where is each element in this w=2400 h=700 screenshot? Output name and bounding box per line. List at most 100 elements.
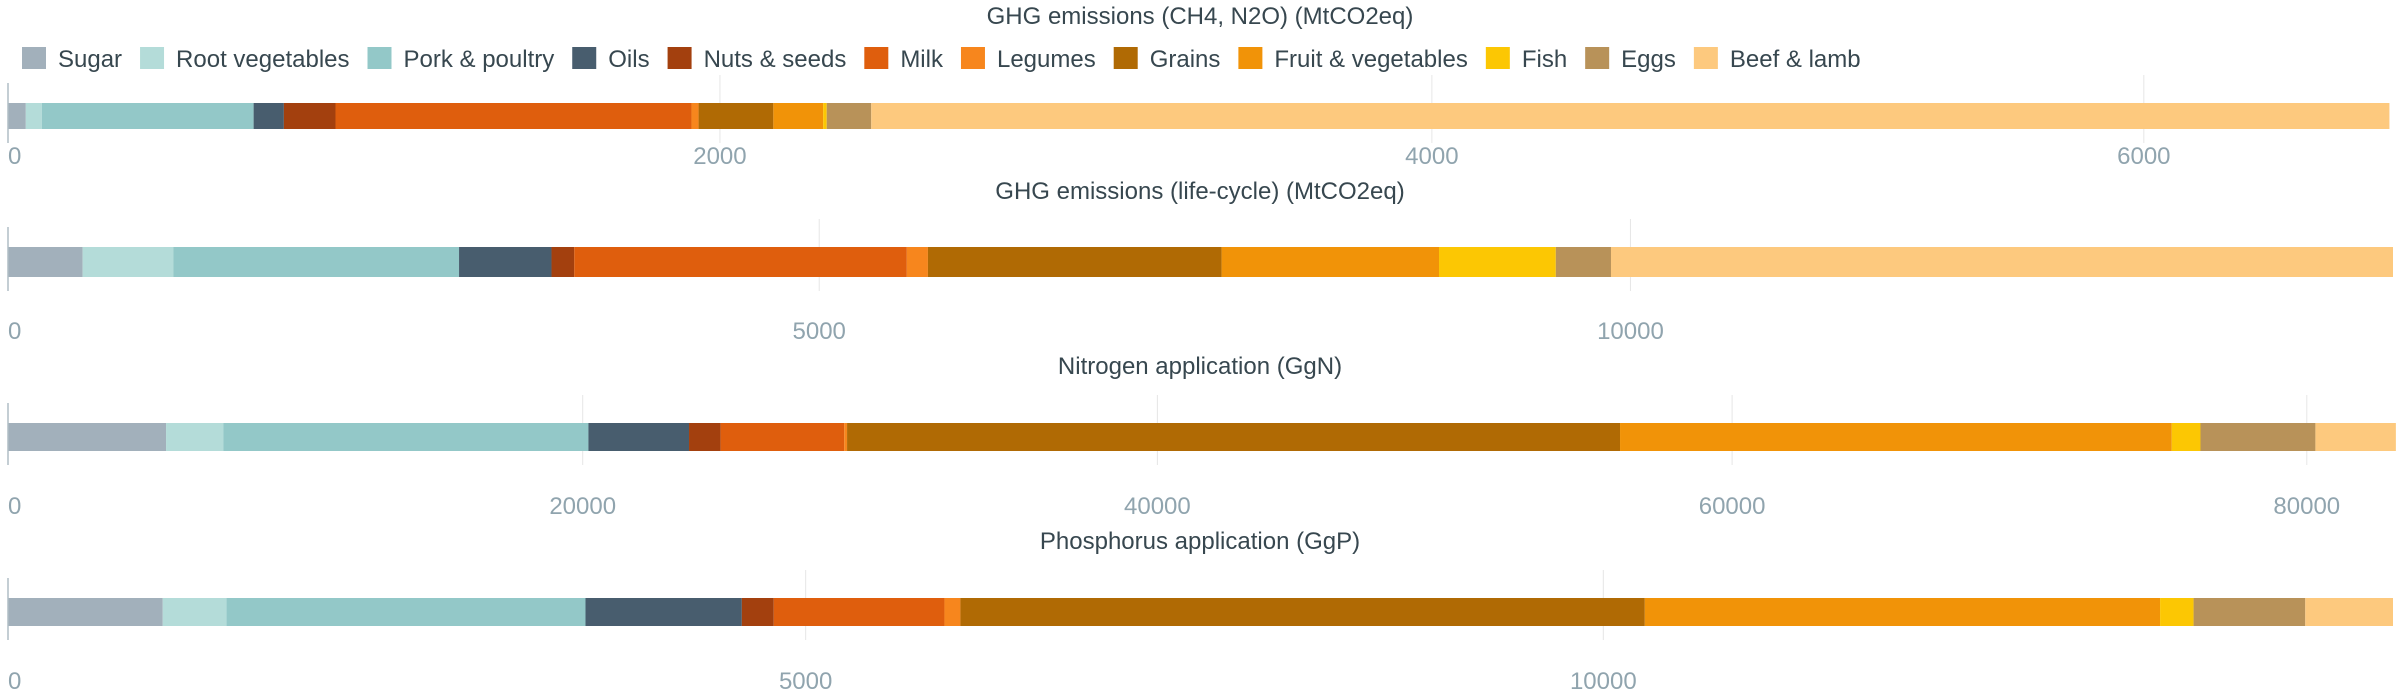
x-tick-label: 10000 bbox=[1570, 668, 1637, 695]
bar-segment-beef-lamb[interactable] bbox=[2305, 598, 2393, 626]
x-tick-label: 0 bbox=[8, 143, 21, 170]
bar-segment-legumes[interactable] bbox=[906, 247, 928, 277]
bar-segment-sugar[interactable] bbox=[8, 598, 163, 626]
legend-item[interactable]: Milk bbox=[864, 46, 944, 73]
bar-segment-root-vegetables[interactable] bbox=[82, 247, 174, 277]
legend-swatch bbox=[667, 47, 692, 69]
bar-segment-fish[interactable] bbox=[2160, 598, 2194, 626]
legend-item[interactable]: Sugar bbox=[22, 46, 122, 73]
legend-label: Beef & lamb bbox=[1730, 46, 1861, 73]
x-tick-label: 40000 bbox=[1124, 493, 1191, 520]
bar-segment-nuts-seeds[interactable] bbox=[551, 247, 575, 277]
bar-segment-pork-poultry[interactable] bbox=[223, 423, 589, 451]
bar-segment-eggs[interactable] bbox=[826, 103, 872, 129]
bar-segment-eggs[interactable] bbox=[1555, 247, 1611, 277]
bar-segment-legumes[interactable] bbox=[691, 103, 699, 129]
legend-item[interactable]: Grains bbox=[1113, 46, 1221, 73]
bar-segment-sugar[interactable] bbox=[8, 247, 83, 277]
legend-label: Eggs bbox=[1621, 46, 1676, 73]
bar-segment-grains[interactable] bbox=[847, 423, 1621, 451]
bar-segment-oils[interactable] bbox=[459, 247, 552, 277]
legend-item[interactable]: Oils bbox=[572, 46, 650, 73]
bar-segment-eggs[interactable] bbox=[2193, 598, 2306, 626]
legend-item[interactable]: Fish bbox=[1485, 46, 1567, 73]
legend-label: Fruit & vegetables bbox=[1274, 46, 1467, 73]
legend-swatch bbox=[572, 47, 597, 69]
legend-label: Legumes bbox=[997, 46, 1096, 73]
legend-swatch bbox=[1113, 47, 1138, 69]
bar-segment-nuts-seeds[interactable] bbox=[283, 103, 336, 129]
legend-item[interactable]: Pork & poultry bbox=[367, 46, 555, 73]
legend-swatch bbox=[960, 47, 985, 69]
x-tick-label: 0 bbox=[8, 493, 21, 520]
bar-segment-milk[interactable] bbox=[720, 423, 845, 451]
x-tick-label: 80000 bbox=[2273, 493, 2340, 520]
chart-title: Nitrogen application (GgN) bbox=[1058, 353, 1342, 380]
x-tick-label: 4000 bbox=[1405, 143, 1458, 170]
bar-segment-beef-lamb[interactable] bbox=[1610, 247, 2393, 277]
bar-segment-eggs[interactable] bbox=[2200, 423, 2316, 451]
bar-segment-fruit-vegetables[interactable] bbox=[1221, 247, 1439, 277]
x-tick-label: 60000 bbox=[1699, 493, 1766, 520]
bar-segment-legumes[interactable] bbox=[844, 423, 848, 451]
x-tick-label: 5000 bbox=[793, 318, 846, 345]
bar-segment-pork-poultry[interactable] bbox=[41, 103, 254, 129]
legend-label: Sugar bbox=[58, 46, 122, 73]
bar-segment-grains[interactable] bbox=[927, 247, 1222, 277]
legend-item[interactable]: Fruit & vegetables bbox=[1238, 46, 1468, 73]
chart-title: Phosphorus application (GgP) bbox=[1040, 528, 1360, 555]
legend-label: Milk bbox=[900, 46, 944, 73]
chart-panel: Nitrogen application (GgN) 0 20000 40000 600… bbox=[7, 353, 2396, 520]
legend-swatch bbox=[1585, 47, 1610, 69]
bar-segment-nuts-seeds[interactable] bbox=[741, 598, 774, 626]
bar-segment-sugar[interactable] bbox=[8, 103, 26, 129]
chart-panel: Phosphorus application (GgP) 0 5000 10000 bbox=[7, 528, 2393, 695]
bar-segment-pork-poultry[interactable] bbox=[173, 247, 460, 277]
x-tick-label: 6000 bbox=[2117, 143, 2170, 170]
x-tick-label: 10000 bbox=[1597, 318, 1664, 345]
bar-segment-root-vegetables[interactable] bbox=[25, 103, 42, 129]
bar-segment-root-vegetables[interactable] bbox=[162, 598, 227, 626]
legend-item[interactable]: Root vegetables bbox=[140, 46, 350, 73]
bar-segment-milk[interactable] bbox=[773, 598, 945, 626]
legend-item[interactable]: Legumes bbox=[960, 46, 1096, 73]
legend-label: Root vegetables bbox=[176, 46, 349, 73]
legend-item[interactable]: Nuts & seeds bbox=[667, 46, 847, 73]
bar-segment-fruit-vegetables[interactable] bbox=[1644, 598, 2161, 626]
bar-segment-fish[interactable] bbox=[1439, 247, 1556, 277]
bar-segment-fish[interactable] bbox=[2171, 423, 2201, 451]
legend-swatch bbox=[1693, 47, 1718, 69]
legend-swatch bbox=[1485, 47, 1510, 69]
bar-segment-legumes[interactable] bbox=[944, 598, 961, 626]
bar-segment-fruit-vegetables[interactable] bbox=[1620, 423, 2172, 451]
legend-item[interactable]: Eggs bbox=[1585, 46, 1676, 73]
x-tick-label: 0 bbox=[8, 668, 21, 695]
bar-segment-sugar[interactable] bbox=[8, 423, 167, 451]
bar-segment-pork-poultry[interactable] bbox=[226, 598, 586, 626]
bar-segment-oils[interactable] bbox=[585, 598, 742, 626]
chart-panel: GHG emissions (life-cycle) (MtCO2eq) 0 500… bbox=[7, 178, 2393, 345]
legend-label: Oils bbox=[608, 46, 649, 73]
legend-swatch bbox=[140, 47, 165, 69]
bar-segment-oils[interactable] bbox=[588, 423, 690, 451]
bar-segment-milk[interactable] bbox=[335, 103, 692, 129]
bar-segment-grains[interactable] bbox=[960, 598, 1645, 626]
x-tick-label: 5000 bbox=[779, 668, 832, 695]
bar-segment-fish[interactable] bbox=[823, 103, 827, 129]
bar-segment-beef-lamb[interactable] bbox=[871, 103, 2390, 129]
legend-item[interactable]: Beef & lamb bbox=[1693, 46, 1861, 73]
x-tick-label: 0 bbox=[8, 318, 21, 345]
x-tick-label: 2000 bbox=[693, 143, 746, 170]
bar-segment-nuts-seeds[interactable] bbox=[689, 423, 721, 451]
bar-segment-root-vegetables[interactable] bbox=[166, 423, 224, 451]
bar-segment-oils[interactable] bbox=[253, 103, 284, 129]
legend-label: Grains bbox=[1150, 46, 1221, 73]
bar-segment-beef-lamb[interactable] bbox=[2315, 423, 2396, 451]
bar-segment-fruit-vegetables[interactable] bbox=[773, 103, 824, 129]
bar-segment-milk[interactable] bbox=[574, 247, 907, 277]
legend-label: Nuts & seeds bbox=[704, 46, 847, 73]
legend-swatch bbox=[1238, 47, 1263, 69]
chart-title: GHG emissions (CH4, N2O) (MtCO2eq) bbox=[987, 3, 1414, 30]
bar-segment-grains[interactable] bbox=[698, 103, 774, 129]
